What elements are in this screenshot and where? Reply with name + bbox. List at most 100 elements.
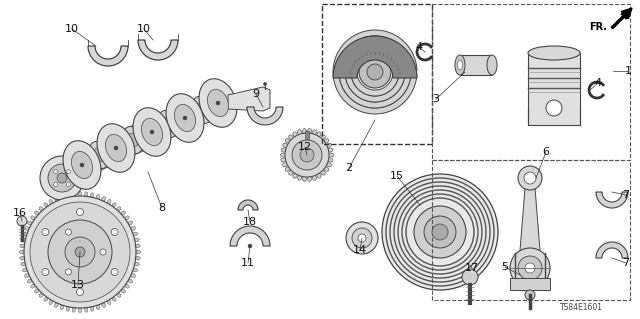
Text: 7: 7 [623,258,630,268]
Ellipse shape [121,289,125,293]
Text: 3: 3 [433,94,440,104]
Ellipse shape [20,238,26,242]
Ellipse shape [328,153,333,157]
Circle shape [54,170,58,174]
Text: 17: 17 [465,263,479,273]
Ellipse shape [132,268,138,272]
Ellipse shape [528,46,580,60]
Polygon shape [345,42,405,102]
Bar [510,278,550,290]
Circle shape [352,228,372,248]
Ellipse shape [128,133,138,147]
Ellipse shape [166,94,204,142]
Ellipse shape [35,211,39,215]
Ellipse shape [78,191,82,197]
Circle shape [111,269,118,276]
Circle shape [300,148,314,162]
Ellipse shape [293,174,297,178]
Ellipse shape [326,143,332,147]
Ellipse shape [324,139,329,143]
Circle shape [462,269,478,285]
Circle shape [100,249,106,255]
Ellipse shape [31,216,35,220]
Ellipse shape [298,130,301,135]
Text: 7: 7 [623,190,630,200]
Ellipse shape [131,274,136,278]
Ellipse shape [317,132,321,137]
Ellipse shape [78,308,82,313]
Ellipse shape [132,232,138,236]
Ellipse shape [22,268,28,272]
Ellipse shape [175,104,196,132]
Ellipse shape [141,118,163,145]
Circle shape [346,222,378,254]
Ellipse shape [312,175,316,180]
Ellipse shape [44,297,48,301]
Text: TS84E1601: TS84E1601 [559,303,602,312]
Polygon shape [76,136,114,161]
Ellipse shape [39,207,44,211]
Polygon shape [138,40,178,60]
Text: 15: 15 [390,171,404,181]
Ellipse shape [31,284,35,288]
Polygon shape [84,152,122,177]
Ellipse shape [20,256,25,260]
Text: 10: 10 [65,24,79,34]
Text: 1: 1 [625,66,632,76]
Text: 4: 4 [595,78,602,88]
Circle shape [518,256,542,280]
Ellipse shape [285,139,290,143]
Ellipse shape [72,152,93,179]
Circle shape [518,166,542,190]
Ellipse shape [326,163,332,167]
Ellipse shape [289,171,293,175]
Ellipse shape [54,197,58,201]
Circle shape [30,202,130,302]
Ellipse shape [135,256,140,260]
Ellipse shape [122,126,143,153]
Text: 13: 13 [71,280,85,290]
Ellipse shape [283,163,287,167]
Ellipse shape [60,305,64,310]
Ellipse shape [281,158,286,162]
Circle shape [358,234,366,242]
Bar [432,160,630,300]
Ellipse shape [293,132,297,137]
Bar [460,55,492,75]
Ellipse shape [28,279,32,283]
Ellipse shape [28,221,32,225]
Ellipse shape [116,207,121,211]
Polygon shape [339,36,411,108]
Ellipse shape [121,211,125,215]
Ellipse shape [84,192,88,197]
Text: 12: 12 [298,142,312,152]
Ellipse shape [60,194,64,199]
Ellipse shape [285,167,290,171]
Ellipse shape [157,110,179,137]
Ellipse shape [462,274,478,280]
Circle shape [48,220,112,284]
Circle shape [24,196,136,308]
Ellipse shape [131,226,136,230]
Ellipse shape [90,193,94,198]
Ellipse shape [321,171,325,175]
Text: 5: 5 [502,262,509,272]
Ellipse shape [22,232,28,236]
Circle shape [367,64,383,80]
Ellipse shape [84,307,88,312]
Circle shape [359,56,391,88]
Circle shape [432,224,448,240]
Ellipse shape [134,238,140,242]
Circle shape [42,228,49,235]
Ellipse shape [487,55,497,75]
Text: 8: 8 [159,203,166,213]
Polygon shape [180,92,216,115]
Ellipse shape [102,303,106,308]
Circle shape [216,101,220,105]
Text: 14: 14 [353,245,367,255]
Circle shape [77,288,83,295]
Ellipse shape [163,117,173,131]
Ellipse shape [134,262,140,266]
Ellipse shape [303,129,307,134]
Circle shape [285,133,329,177]
